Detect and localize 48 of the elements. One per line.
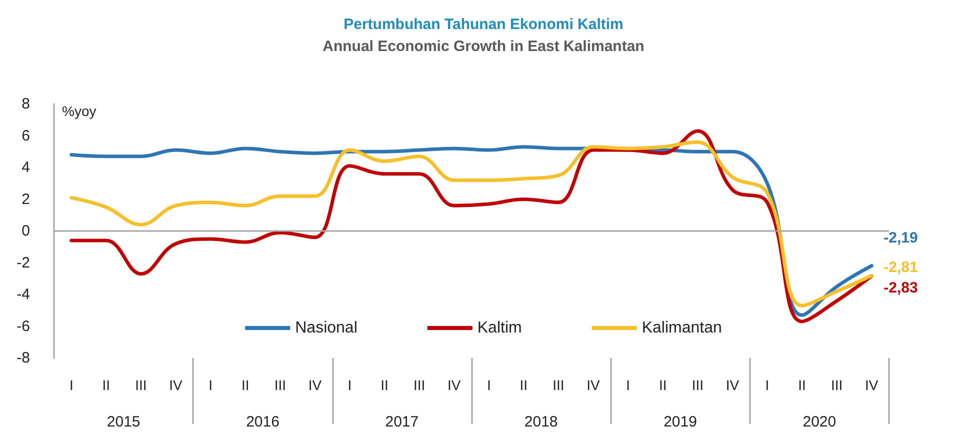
x-tick-label: III bbox=[692, 377, 704, 393]
text: 2018 bbox=[524, 414, 558, 430]
x-tick-label: I bbox=[486, 377, 491, 393]
x-tick-label: II bbox=[520, 377, 528, 393]
x-tick-label: I bbox=[626, 377, 630, 393]
x-tick-label: II bbox=[380, 377, 388, 393]
x-tick-label: I bbox=[208, 377, 213, 393]
x-tick-label: III bbox=[135, 377, 147, 393]
x-tick-label: IV bbox=[586, 377, 601, 393]
y-axis-title: %yoy bbox=[62, 103, 96, 119]
y-tick-label: 2 bbox=[22, 190, 30, 208]
x-tick-label: III bbox=[274, 377, 286, 393]
y-tick-label: -8 bbox=[16, 350, 30, 366]
text: 2016 bbox=[246, 414, 280, 430]
x-tick-label: IV bbox=[447, 377, 462, 393]
x-tick-label: I bbox=[765, 377, 770, 393]
text: 2017 bbox=[385, 414, 419, 430]
x-tick-label: III bbox=[413, 377, 426, 393]
data-label: -2,81 bbox=[884, 259, 918, 276]
chart-title: Pertumbuhan Tahunan Ekonomi Kaltim bbox=[344, 16, 624, 33]
y-tick-label: -6 bbox=[16, 318, 30, 335]
y-tick-label: 4 bbox=[22, 159, 30, 176]
data-label: -2,83 bbox=[884, 279, 918, 296]
x-tick-label: IV bbox=[169, 377, 184, 393]
x-tick-label: II bbox=[658, 377, 667, 393]
x-tick-label: IV bbox=[726, 377, 740, 393]
y-tick-label: -4 bbox=[16, 286, 30, 303]
text: 2019 bbox=[664, 414, 697, 430]
x-tick-label: I bbox=[69, 377, 74, 393]
legend-label: Kaltim bbox=[477, 320, 522, 336]
x-tick-label: I bbox=[348, 377, 352, 393]
y-tick-label: 8 bbox=[22, 96, 30, 112]
data-label: -2,19 bbox=[884, 229, 918, 246]
legend-label: Kalimantan bbox=[642, 320, 722, 336]
x-tick-label: III bbox=[830, 377, 843, 393]
y-tick-label: 6 bbox=[22, 127, 30, 144]
legend-label: Nasional bbox=[295, 320, 358, 336]
x-tick-label: II bbox=[241, 377, 250, 393]
text: 2015 bbox=[106, 414, 140, 430]
x-tick-label: III bbox=[552, 377, 564, 393]
y-tick-label: -2 bbox=[16, 254, 30, 272]
x-tick-label: IV bbox=[864, 377, 879, 393]
x-tick-label: IV bbox=[308, 377, 322, 393]
x-tick-label: II bbox=[102, 377, 110, 393]
y-tick-label: 0 bbox=[22, 222, 30, 240]
text: 2020 bbox=[802, 414, 836, 430]
x-tick-label: II bbox=[798, 377, 806, 393]
chart-subtitle: Annual Economic Growth in East Kalimantan bbox=[322, 38, 644, 55]
